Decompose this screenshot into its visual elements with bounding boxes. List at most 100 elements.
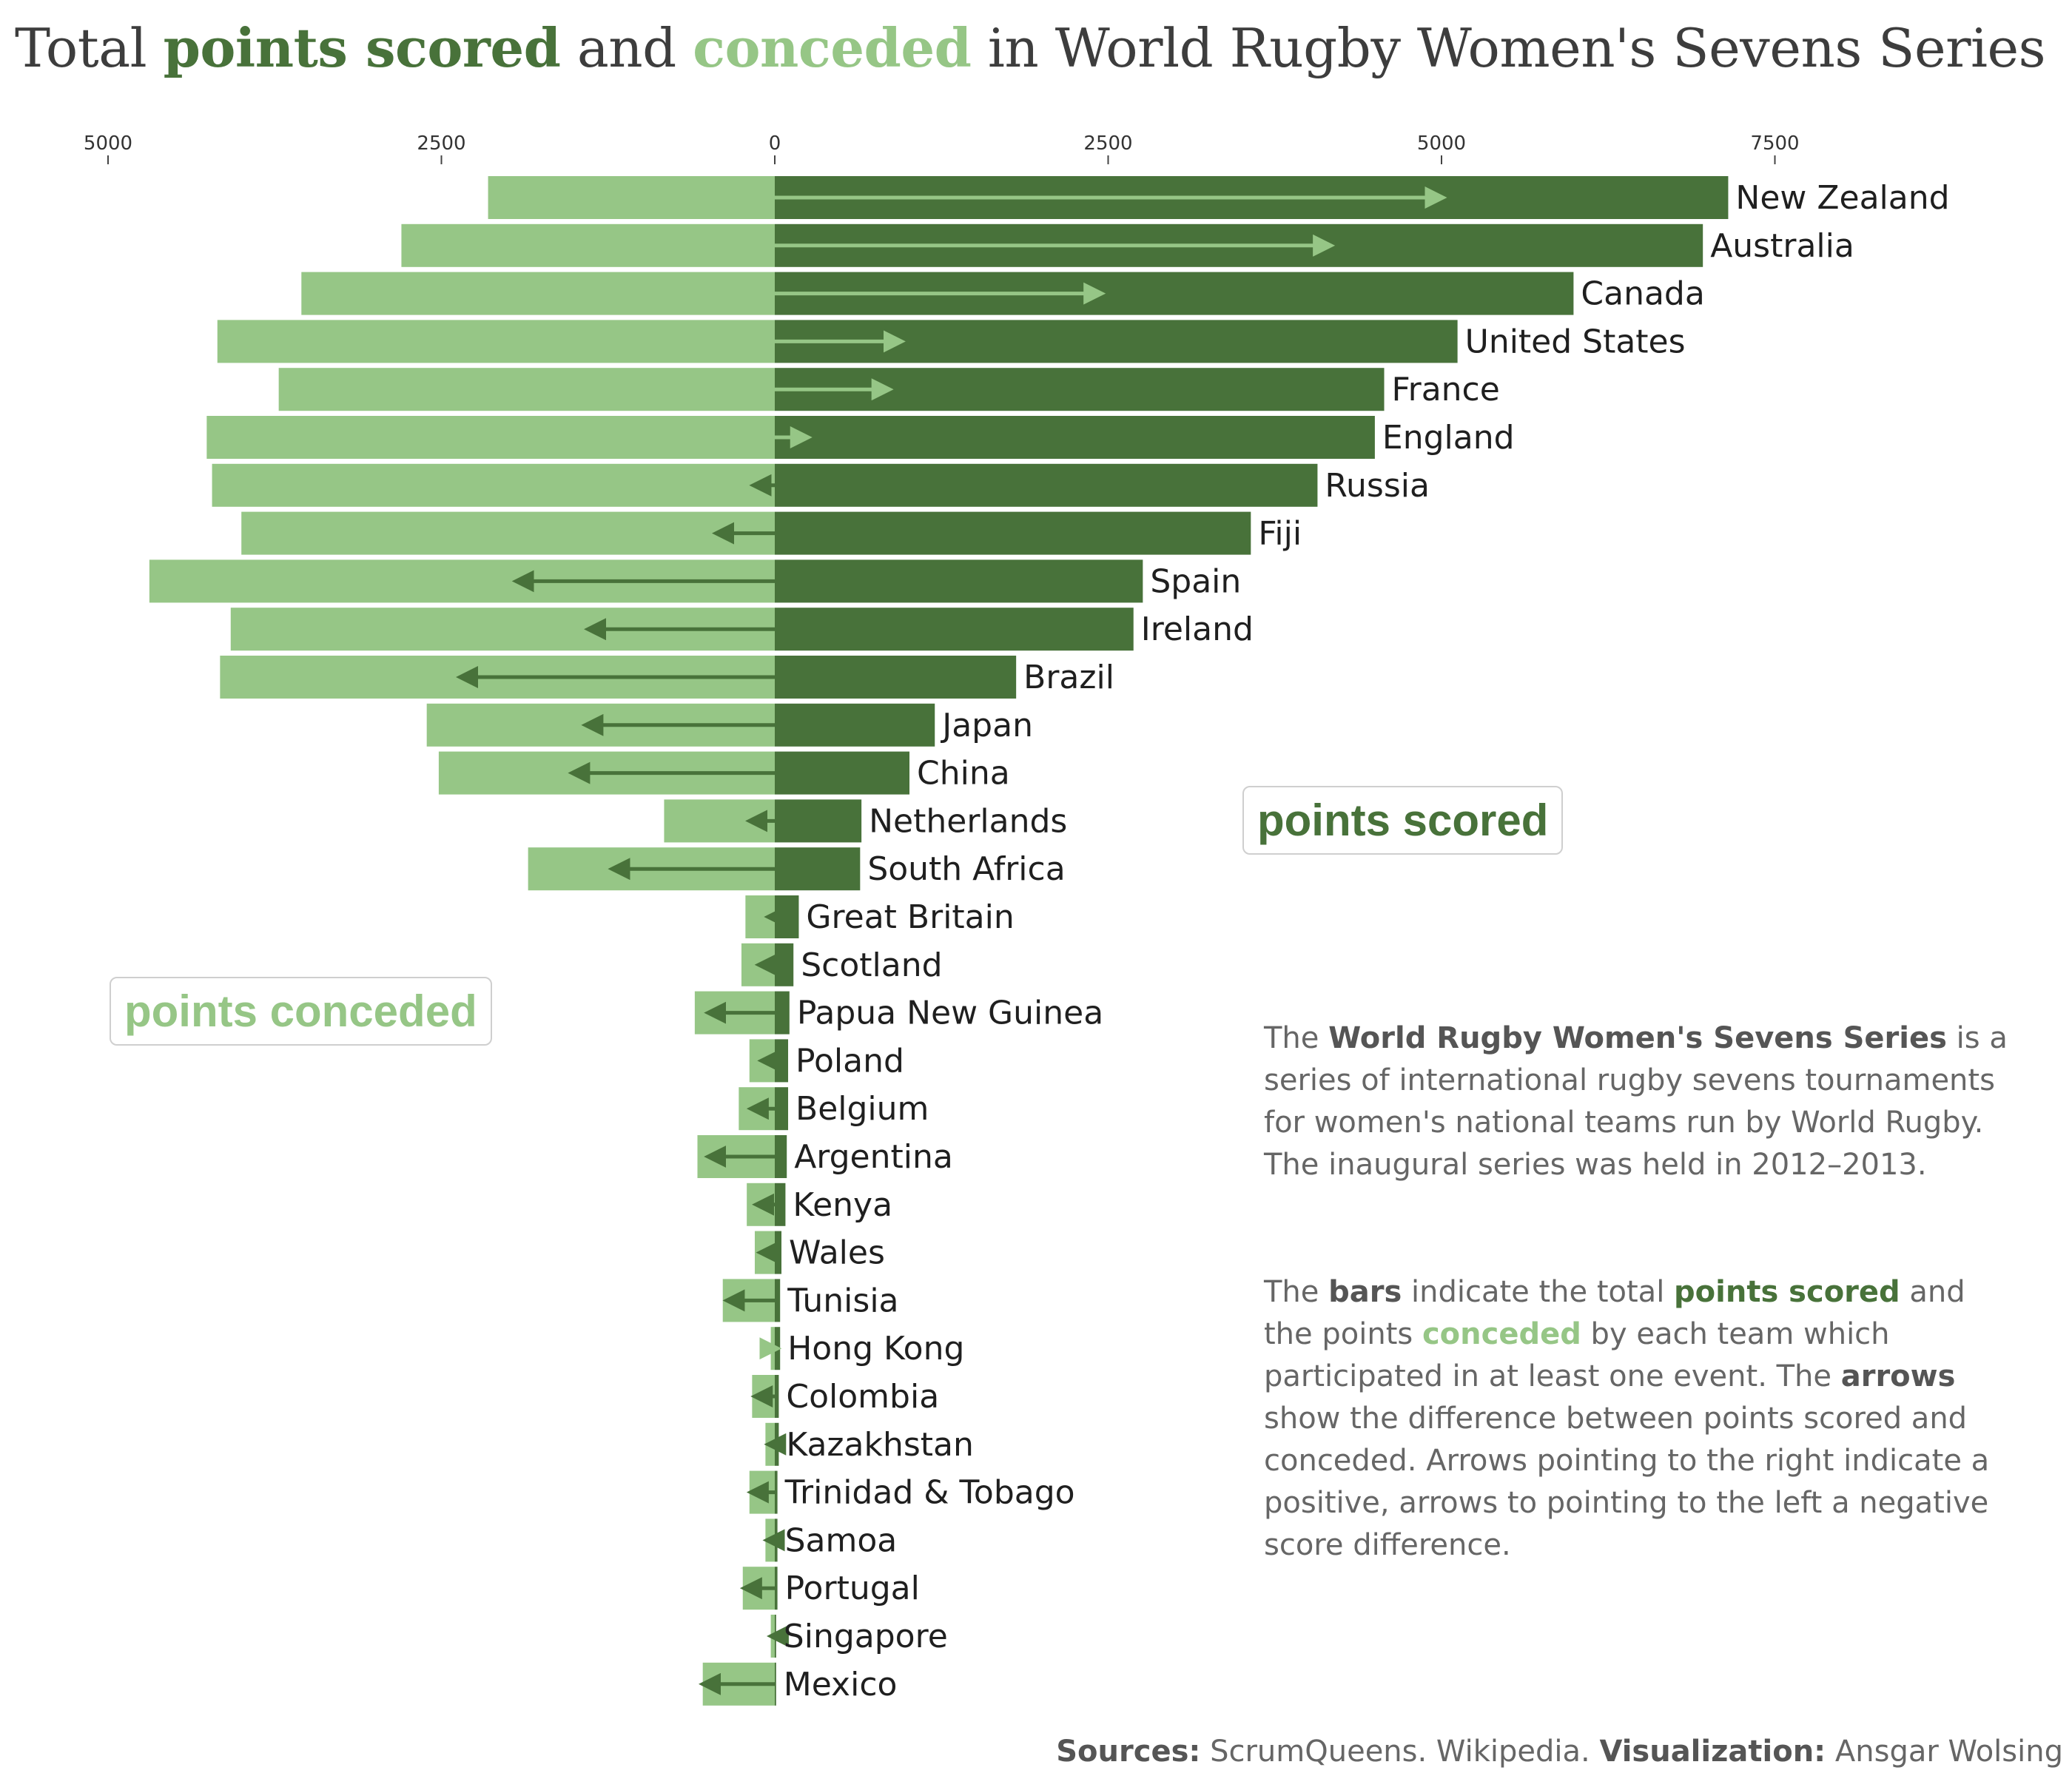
x-tick-label: 7500	[1750, 132, 1799, 155]
team-label: Singapore	[784, 1618, 948, 1655]
bar-scored	[775, 1135, 787, 1178]
bar-conceded	[770, 1327, 775, 1370]
bar-scored	[775, 1183, 786, 1226]
team-label: Samoa	[785, 1521, 898, 1559]
bar-conceded	[488, 176, 775, 219]
bar-scored	[775, 416, 1375, 459]
bar-scored	[775, 608, 1134, 651]
team-label: Trinidad & Tobago	[784, 1474, 1075, 1512]
team-label: Australia	[1710, 227, 1854, 265]
bar-conceded	[301, 272, 775, 315]
team-label: China	[917, 755, 1010, 793]
desc2-e: show the difference between points score…	[1264, 1402, 1990, 1562]
visualization-text: Ansgar Wolsing	[1826, 1735, 2063, 1769]
team-label: Argentina	[794, 1138, 953, 1176]
difference-arrows	[456, 186, 1447, 1695]
bar-scored	[775, 1375, 779, 1418]
team-label: Netherlands	[869, 802, 1067, 840]
team-label: Kazakhstan	[786, 1426, 974, 1464]
desc1-post: is a series of international rugby seven…	[1264, 1021, 2008, 1182]
sources-caption: Sources: ScrumQueens. Wikipedia. Visuali…	[1056, 1735, 2063, 1769]
bar-scored	[775, 847, 861, 891]
bar-scored	[775, 895, 799, 938]
team-label: Tunisia	[787, 1282, 898, 1319]
bar-scored	[775, 751, 910, 795]
bar-scored	[775, 943, 794, 986]
team-label: South Africa	[867, 850, 1065, 888]
team-label: Great Britain	[806, 898, 1014, 936]
team-label: Poland	[796, 1042, 904, 1080]
legend-points-conceded: points conceded	[110, 977, 492, 1046]
title-scored: points scored	[163, 16, 561, 79]
team-label: Ireland	[1141, 610, 1254, 648]
team-label: Scotland	[801, 946, 942, 984]
desc2-scored: points scored	[1674, 1275, 1900, 1309]
team-label: Portugal	[785, 1570, 920, 1607]
desc1-pre: The	[1264, 1021, 1329, 1055]
team-label: France	[1392, 371, 1500, 408]
sources-text: ScrumQueens. Wikipedia.	[1200, 1735, 1600, 1769]
bar-scored	[775, 1567, 778, 1610]
bar-scored	[775, 656, 1017, 699]
x-tick-label: 2500	[417, 132, 465, 155]
desc2-a: The	[1264, 1275, 1329, 1309]
bar-scored	[775, 1087, 789, 1131]
team-label: Papua New Guinea	[797, 995, 1103, 1032]
bar-scored	[775, 1662, 776, 1706]
team-label: Belgium	[796, 1090, 929, 1128]
team-label: Canada	[1581, 275, 1704, 313]
bar-scored	[775, 703, 935, 747]
desc2-d: by each team which participated in at le…	[1264, 1317, 1890, 1393]
team-label: Colombia	[786, 1378, 939, 1416]
team-label: England	[1382, 419, 1515, 457]
title-conceded: conceded	[693, 16, 972, 79]
desc2-conceded: conceded	[1422, 1317, 1581, 1351]
description-paragraph-1: The World Rugby Women's Sevens Series is…	[1264, 1018, 2019, 1186]
sources-label: Sources:	[1056, 1735, 1201, 1769]
team-label: Brazil	[1023, 659, 1114, 696]
bar-conceded	[278, 368, 775, 411]
title-part3: in World Rugby Women's Sevens Series	[971, 17, 2046, 79]
title-part2: and	[560, 17, 693, 79]
x-tick-label: 5000	[84, 132, 132, 155]
bar-scored	[775, 799, 862, 843]
x-axis: 5000 2500 0 2500 5000 7500	[84, 132, 1800, 164]
bar-scored	[775, 1615, 776, 1658]
bar-scored	[775, 1231, 782, 1274]
legend-points-scored: points scored	[1242, 786, 1564, 855]
team-label: Spain	[1150, 562, 1241, 600]
chart-title: Total points scored and conceded in Worl…	[15, 16, 2046, 79]
team-label: Mexico	[784, 1666, 898, 1703]
desc1-series-name: World Rugby Women's Sevens Series	[1328, 1021, 1947, 1055]
bar-scored	[775, 1039, 789, 1083]
bar-scored	[775, 1518, 778, 1562]
desc2-c: and the points	[1264, 1275, 1965, 1351]
x-tick-label: 2500	[1083, 132, 1132, 155]
bar-scored	[775, 991, 790, 1035]
bar-scored	[775, 511, 1251, 555]
bar-conceded	[212, 463, 775, 507]
team-label: Hong Kong	[787, 1330, 964, 1368]
title-part1: Total	[15, 17, 164, 79]
team-label: United States	[1465, 323, 1686, 360]
bar-scored	[775, 1422, 779, 1466]
bar-scored	[775, 1470, 778, 1514]
team-label: Russia	[1325, 467, 1430, 505]
bar-conceded	[401, 223, 775, 267]
team-label: Fiji	[1258, 515, 1302, 553]
bar-scored	[775, 559, 1143, 603]
description-paragraph-2: The bars indicate the total points score…	[1264, 1271, 2019, 1567]
bar-scored	[775, 463, 1318, 507]
team-label: Wales	[789, 1234, 885, 1272]
desc2-bars: bars	[1328, 1275, 1402, 1309]
desc2-arrows: arrows	[1840, 1359, 1956, 1393]
visualization-label: Visualization:	[1599, 1735, 1826, 1769]
team-label: Kenya	[793, 1186, 892, 1224]
team-label: New Zealand	[1735, 179, 1949, 217]
bar-conceded	[206, 416, 775, 459]
desc2-b: indicate the total	[1402, 1275, 1675, 1309]
bar-conceded	[241, 511, 775, 555]
team-label: Japan	[940, 707, 1033, 744]
